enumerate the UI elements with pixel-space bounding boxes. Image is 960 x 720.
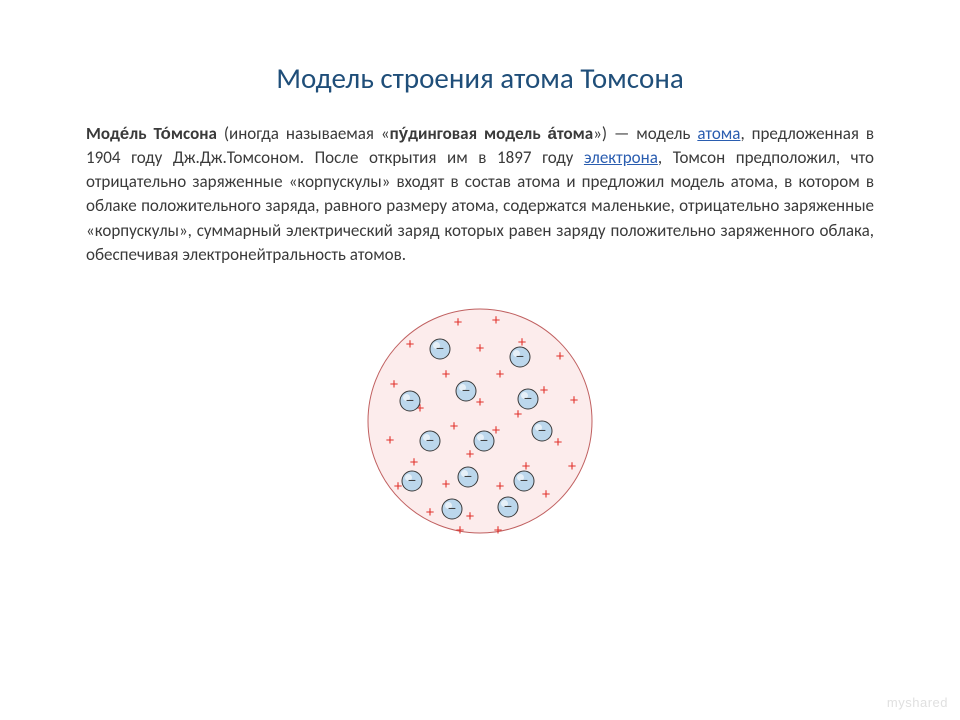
minus-icon: − <box>408 472 416 488</box>
plus-icon: + <box>390 376 399 393</box>
plus-icon: + <box>476 394 485 411</box>
inner-term: пу́динговая модель а́тома <box>390 123 594 144</box>
link-electron[interactable]: электрона <box>584 147 658 168</box>
plus-icon: + <box>450 418 459 435</box>
minus-icon: − <box>538 422 546 438</box>
plus-icon: + <box>454 314 463 331</box>
electron: − <box>510 347 530 367</box>
electron: − <box>420 431 440 451</box>
minus-icon: − <box>504 498 512 514</box>
plus-icon: + <box>492 312 501 329</box>
plus-icon: + <box>466 446 475 463</box>
minus-icon: − <box>524 390 532 406</box>
slide-title: Модель строения атома Томсона <box>86 60 874 96</box>
electron: − <box>498 497 518 517</box>
body-text-1: (иногда называемая « <box>217 123 390 144</box>
minus-icon: − <box>406 392 414 408</box>
electron: − <box>430 339 450 359</box>
watermark-text: myshared <box>887 695 948 710</box>
plus-icon: + <box>456 522 465 539</box>
electron: − <box>532 421 552 441</box>
plus-icon: + <box>496 478 505 495</box>
minus-icon: − <box>520 472 528 488</box>
electron: − <box>474 431 494 451</box>
electron: − <box>456 381 476 401</box>
electron: − <box>402 471 422 491</box>
electron: − <box>442 499 462 519</box>
minus-icon: − <box>426 432 434 448</box>
plus-icon: + <box>442 366 451 383</box>
plus-icon: + <box>570 392 579 409</box>
plus-icon: + <box>494 522 503 539</box>
plus-icon: + <box>476 340 485 357</box>
plus-icon: + <box>466 508 475 525</box>
plus-icon: + <box>554 434 563 451</box>
plus-icon: + <box>496 366 505 383</box>
plus-icon: + <box>394 478 403 495</box>
slide-container: Модель строения атома Томсона Моде́ль То… <box>0 0 960 720</box>
plus-icon: + <box>410 454 419 471</box>
slide-body-paragraph: Моде́ль То́мсона (иногда называемая «пу́… <box>86 122 874 267</box>
plus-icon: + <box>540 382 549 399</box>
electron: − <box>400 391 420 411</box>
electron: − <box>458 467 478 487</box>
minus-icon: − <box>480 432 488 448</box>
plus-icon: + <box>386 432 395 449</box>
minus-icon: − <box>436 340 444 356</box>
plus-icon: + <box>568 458 577 475</box>
minus-icon: − <box>516 348 524 364</box>
plus-icon: + <box>442 476 451 493</box>
minus-icon: − <box>462 382 470 398</box>
body-text-2: ») — модель <box>593 123 697 144</box>
plus-icon: + <box>406 336 415 353</box>
plus-icon: + <box>514 406 523 423</box>
plus-icon: + <box>556 348 565 365</box>
electron: − <box>514 471 534 491</box>
lead-term: Моде́ль То́мсона <box>86 123 217 144</box>
electron: − <box>518 389 538 409</box>
atom-diagram: +++++++++++++++++++++++++++++++−−−−−−−−−… <box>350 291 610 551</box>
plus-icon: + <box>426 504 435 521</box>
minus-icon: − <box>464 468 472 484</box>
plus-icon: + <box>542 486 551 503</box>
link-atom[interactable]: атома <box>697 123 740 144</box>
minus-icon: − <box>448 500 456 516</box>
